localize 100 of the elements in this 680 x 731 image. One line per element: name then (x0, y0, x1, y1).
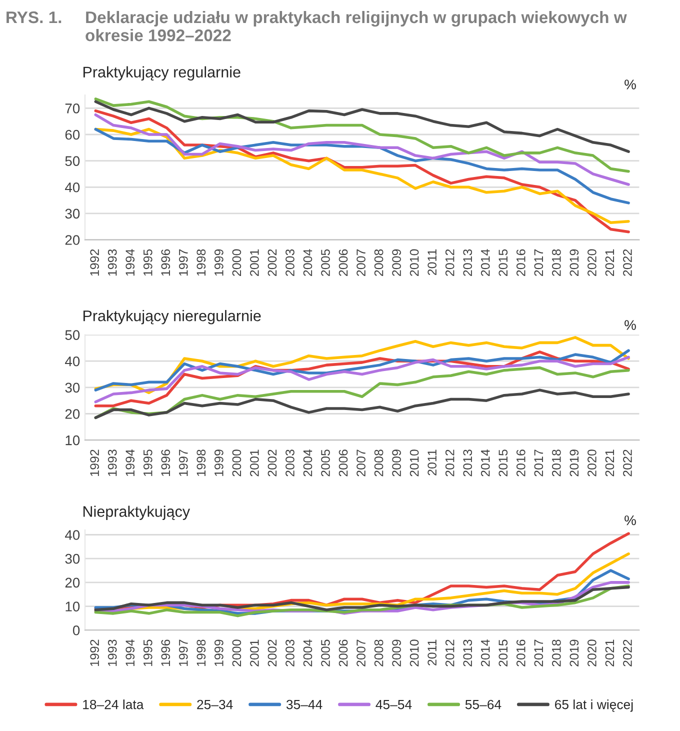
y-tick-label: 20 (65, 578, 80, 588)
line-series (94, 100, 630, 153)
x-tick-label: 1996 (161, 450, 170, 476)
x-tick-label: 2011 (428, 249, 437, 276)
chart-title: Niepraktykujący (83, 506, 190, 520)
x-tick-label: 2004 (303, 449, 312, 476)
x-tick-label: 1997 (178, 450, 188, 476)
x-tick-label: 2011 (428, 450, 437, 476)
x-tick-label: 1996 (161, 249, 170, 276)
y-tick-label: 30 (65, 208, 80, 219)
x-tick-label: 2008 (374, 450, 384, 476)
x-tick-label: 1999 (214, 450, 224, 476)
x-tick-label: 2000 (232, 249, 242, 276)
x-tick-label: 2006 (338, 249, 348, 276)
x-tick-label: 2017 (534, 450, 544, 476)
chart-title: Praktykujący regularnie (83, 66, 240, 81)
x-tick-label: 2013 (463, 249, 472, 276)
x-tick-label: 2009 (392, 249, 401, 276)
y-tick-label: 20 (65, 409, 80, 419)
x-tick-label: 2013 (463, 450, 472, 476)
x-tick-label: 2010 (410, 249, 419, 276)
x-tick-label: 2010 (410, 640, 419, 666)
y-tick-label: 10 (66, 602, 80, 612)
y-tick-label: 40 (65, 356, 80, 366)
x-tick-label: 2001 (250, 249, 259, 276)
x-tick-label: 1994 (126, 640, 135, 666)
y-tick-label: 20 (65, 235, 80, 245)
x-tick-label: 2020 (588, 450, 596, 476)
x-tick-label: 2003 (286, 640, 294, 666)
x-tick-label: 2017 (534, 249, 544, 276)
x-tick-label: 2000 (232, 640, 242, 666)
y-tick-label: 30 (65, 554, 80, 564)
legend-label: 45–54 (376, 700, 412, 710)
x-tick-label: 2019 (570, 450, 579, 476)
x-tick-label: 1999 (214, 249, 224, 276)
x-tick-label: 2003 (286, 249, 294, 276)
x-tick-label: 2015 (498, 249, 508, 276)
y-tick-label: 0 (72, 625, 80, 636)
x-tick-label: 1997 (178, 249, 188, 276)
x-tick-label: 2021 (605, 249, 614, 276)
y-tick-label: 10 (66, 435, 80, 446)
x-tick-label: 1995 (143, 640, 152, 666)
legend-label: 55–64 (465, 700, 502, 710)
y-tick-label: 50 (65, 330, 80, 340)
x-tick-label: 2005 (321, 450, 330, 476)
x-tick-label: 2019 (570, 640, 579, 666)
x-tick-label: 2015 (498, 640, 508, 666)
x-tick-label: 2021 (605, 640, 614, 666)
x-tick-label: 2004 (303, 249, 312, 276)
x-tick-label: 2015 (498, 450, 508, 476)
x-tick-label: 2012 (445, 640, 454, 666)
text: RYS. 1. (6, 11, 62, 24)
x-tick-label: 1994 (126, 249, 135, 276)
x-tick-label: 2013 (463, 640, 472, 666)
x-tick-label: 2020 (588, 249, 596, 276)
y-axis-title: % (624, 515, 636, 526)
x-tick-label: 2002 (268, 249, 277, 276)
x-tick-label: 1992 (90, 450, 100, 476)
x-tick-label: 2012 (445, 450, 454, 476)
legend-label: 18–24 lata (83, 700, 144, 710)
x-tick-label: 1993 (108, 640, 117, 666)
y-tick-label: 40 (65, 530, 80, 540)
x-tick-label: 1993 (108, 450, 117, 476)
y-tick-label: 60 (65, 130, 80, 140)
x-tick-label: 2004 (303, 640, 312, 666)
x-tick-label: 2005 (321, 640, 330, 666)
x-tick-label: 2014 (480, 640, 490, 666)
y-tick-label: 40 (65, 182, 80, 192)
x-tick-label: 2016 (516, 450, 526, 476)
x-tick-label: 1995 (143, 249, 152, 276)
x-tick-label: 2001 (250, 450, 259, 476)
line-series (94, 113, 630, 186)
x-tick-label: 2010 (410, 450, 419, 476)
x-tick-label: 2022 (623, 249, 632, 276)
legend-label: 65 lat i więcej (555, 700, 633, 712)
x-tick-label: 2007 (356, 249, 366, 276)
y-axis-title: % (624, 320, 636, 330)
x-tick-label: 2017 (534, 640, 544, 666)
x-tick-label: 2016 (516, 640, 526, 666)
x-tick-label: 2001 (250, 640, 259, 666)
x-tick-label: 2007 (356, 450, 366, 476)
x-tick-label: 2008 (374, 640, 384, 666)
x-tick-label: 2014 (480, 449, 490, 476)
legend-label: 25–34 (197, 700, 233, 710)
x-tick-label: 1992 (90, 249, 100, 276)
x-tick-label: 2009 (392, 640, 401, 666)
line-series (94, 128, 630, 224)
x-tick-label: 2002 (268, 450, 277, 476)
x-tick-label: 1994 (126, 449, 135, 476)
text: Deklaracje udziału w praktykach religijnych w grupach wiekowych w okresie 1992–2022 (86, 10, 627, 42)
y-axis-title: % (624, 80, 636, 90)
y-tick-label: 50 (65, 156, 80, 166)
x-tick-label: 2009 (392, 450, 401, 476)
line-series (94, 586, 630, 612)
x-tick-label: 1997 (178, 640, 188, 666)
x-tick-label: 2022 (623, 450, 632, 476)
x-tick-label: 2000 (232, 450, 242, 476)
x-tick-label: 2012 (445, 249, 454, 276)
x-tick-label: 2011 (428, 640, 437, 666)
x-tick-label: 2018 (552, 249, 561, 276)
